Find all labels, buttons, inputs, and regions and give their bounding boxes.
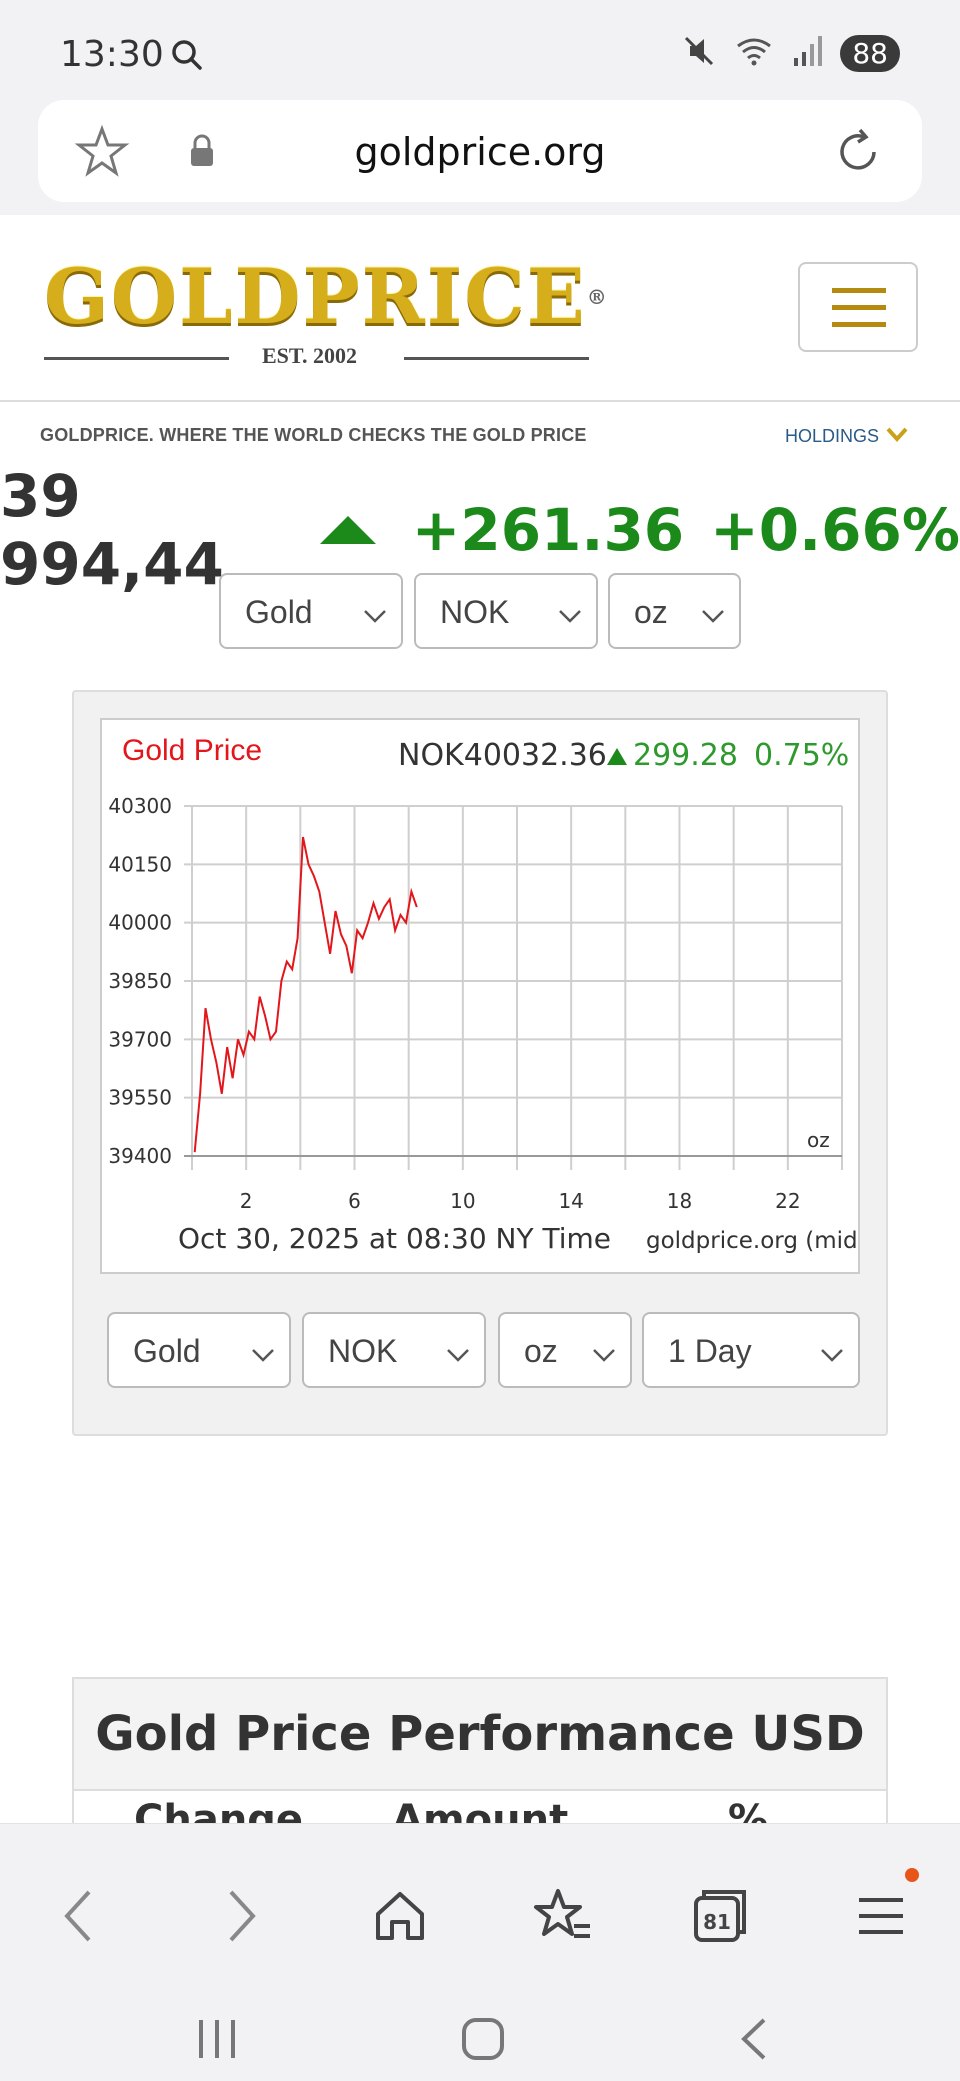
gold-price-value: 39 994,44 [0,462,224,598]
chevron-down-icon [556,599,584,636]
holdings-label: HOLDINGS [785,426,880,446]
url-text: goldprice.org [354,130,606,174]
range-select-value: 1 Day [668,1333,752,1369]
browser-bottom-nav: 81 [0,1823,960,2081]
lock-icon [188,134,216,173]
chevron-down-icon [249,1338,277,1375]
chart-currency-price: NOK40032.36 [398,738,607,773]
unit-select-value: oz [634,594,668,630]
chevron-down-icon [885,425,909,448]
home-icon[interactable] [370,1886,430,1951]
currency-select-top[interactable]: NOK [414,573,598,649]
y-tick-label: 39700 [108,1027,172,1051]
chevron-down-icon [699,599,727,636]
chart-series-line [193,836,418,1153]
gold-price-chart: Gold Price NOK40032.36 299.28 0.75% 3940… [100,718,860,1274]
chevron-down-icon [444,1338,472,1375]
currency-select-bottom[interactable]: NOK [302,1312,486,1388]
logo-text: GOLDPRICE [44,252,587,341]
search-icon [170,38,204,77]
chart-unit-label: oz [807,1128,830,1152]
tabs-count: 81 [703,1910,731,1934]
chart-title: Gold Price [122,734,262,767]
forward-arrow-icon[interactable] [215,1886,265,1951]
signal-icon [792,34,823,73]
status-bar: 13:30 88 [0,0,960,110]
holdings-link[interactable]: HOLDINGS [785,425,909,448]
y-tick-label: 40000 [108,911,172,935]
bookmark-star-icon[interactable] [74,124,130,185]
y-tick-label: 40150 [108,852,172,876]
reload-icon[interactable] [830,124,886,185]
address-bar[interactable]: goldprice.org [38,100,922,202]
metal-select-top[interactable]: Gold [219,573,403,649]
battery-indicator: 88 [840,35,900,72]
mute-icon [682,34,716,73]
tabs-icon[interactable]: 81 [690,1886,750,1951]
system-home-icon[interactable] [458,2014,508,2069]
y-tick-label: 39550 [108,1086,172,1110]
tagline: GOLDPRICE. WHERE THE WORLD CHECKS THE GO… [40,425,587,445]
currency-select-value: NOK [328,1333,398,1369]
up-arrow-icon [319,516,376,544]
metal-select-bottom[interactable]: Gold [107,1312,291,1388]
x-tick-label: 10 [450,1189,475,1213]
x-tick-label: 14 [558,1189,583,1213]
hamburger-menu-button[interactable] [798,262,918,352]
goldprice-logo[interactable]: GOLDPRICE® EST. 2002 [44,252,609,368]
price-change-pct: +0.66% [710,496,960,564]
chevron-down-icon [590,1338,618,1375]
recent-apps-icon[interactable] [193,2014,243,2069]
x-tick-label: 6 [348,1189,361,1213]
chart-up-triangle-icon [607,748,627,765]
chart-card: Gold Price NOK40032.36 299.28 0.75% 3940… [72,690,888,1436]
x-tick-label: 2 [240,1189,253,1213]
wifi-icon [734,34,774,73]
back-arrow-icon[interactable] [55,1886,105,1951]
chevron-down-icon [361,599,389,636]
chart-change: 299.28 [633,738,738,773]
chart-svg: Gold Price NOK40032.36 299.28 0.75% 3940… [108,734,858,1255]
chart-timestamp: Oct 30, 2025 at 08:30 NY Time [178,1222,611,1255]
chevron-down-icon [818,1338,846,1375]
system-back-icon[interactable] [734,2014,774,2069]
range-select[interactable]: 1 Day [642,1312,860,1388]
metal-select-value: Gold [245,594,313,630]
status-time: 13:30 [60,34,164,75]
logo-est: EST. 2002 [262,343,357,368]
performance-title: Gold Price Performance USD [74,1679,886,1791]
chart-source: goldprice.org (mid) [646,1228,858,1254]
chart-change-pct: 0.75% [754,738,849,773]
price-change: +261.36 [411,496,685,564]
browser-toolbar: goldprice.org [0,100,960,215]
metal-select-value: Gold [133,1333,201,1369]
x-tick-label: 22 [775,1189,800,1213]
status-indicators: 88 [682,34,900,73]
menu-icon[interactable] [853,1886,909,1951]
bookmarks-icon[interactable] [530,1886,594,1951]
unit-select-top[interactable]: oz [608,573,741,649]
price-summary: 39 994,44 +261.36 +0.66% [0,462,960,598]
currency-select-value: NOK [440,594,510,630]
unit-select-value: oz [524,1333,558,1369]
x-tick-label: 18 [667,1189,692,1213]
performance-table: Gold Price Performance USD Change Amount… [72,1677,888,1837]
y-tick-label: 40300 [108,794,172,818]
notification-dot [905,1868,919,1882]
site-header: GOLDPRICE® EST. 2002 [0,215,960,402]
y-tick-label: 39400 [108,1144,172,1168]
y-tick-label: 39850 [108,969,172,993]
unit-select-bottom[interactable]: oz [498,1312,632,1388]
